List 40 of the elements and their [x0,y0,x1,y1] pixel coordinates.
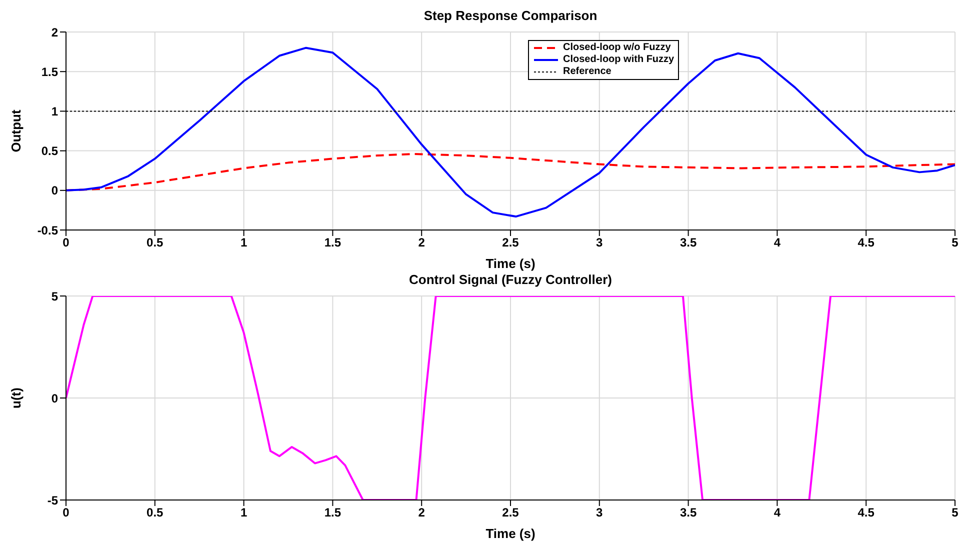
x-tick-label: 2 [418,506,426,520]
x-tick-label: 3.5 [680,236,697,250]
x-tick-label: 3 [596,506,604,520]
legend-label: Reference [563,66,612,78]
x-tick-label: 1.5 [324,236,342,250]
x-tick-label: 3 [596,236,604,250]
y-tick-label: 0.5 [41,144,58,158]
y-tick-label: 0 [51,184,58,198]
x-tick-label: 2.5 [502,506,520,520]
y-axis-title: u(t) [8,388,24,408]
y-tick-label: 1.5 [41,64,58,79]
x-tick-label: 2.5 [502,236,520,250]
y-tick-label: 5 [51,289,58,304]
chart-title: Control Signal (Fuzzy Controller) [408,272,613,288]
x-tick-label: 4 [774,506,781,520]
x-tick-label: 1 [240,506,248,520]
x-tick-label: 1 [240,236,248,250]
x-tick-label: 5 [952,236,959,250]
x-tick-label: 0 [62,506,70,520]
y-axis-title: Output [8,109,24,152]
x-tick-label: 4.5 [858,236,875,250]
x-axis-title: Time (s) [486,526,536,541]
x-tick-label: 5 [952,506,959,520]
x-tick-label: 2 [418,236,426,250]
x-tick-label: 0 [62,236,70,250]
x-tick-label: 0.5 [146,236,164,250]
x-tick-label: 1.5 [324,506,342,520]
x-tick-label: 4 [774,236,781,250]
y-tick-label: 1 [51,104,58,118]
x-tick-label: 3.5 [680,506,697,520]
y-tick-label: -5 [47,493,58,508]
y-tick-label: 2 [51,25,58,40]
y-tick-label: 0 [51,391,58,406]
x-tick-label: 0.5 [146,506,164,520]
legend-label: Closed-loop w/o Fuzzy [563,42,671,54]
x-axis-title: Time (s) [486,256,536,271]
chart-title: Step Response Comparison [422,8,598,24]
x-tick-label: 4.5 [858,506,875,520]
y-tick-label: -0.5 [37,223,58,238]
legend-label: Closed-loop with Fuzzy [563,54,674,66]
